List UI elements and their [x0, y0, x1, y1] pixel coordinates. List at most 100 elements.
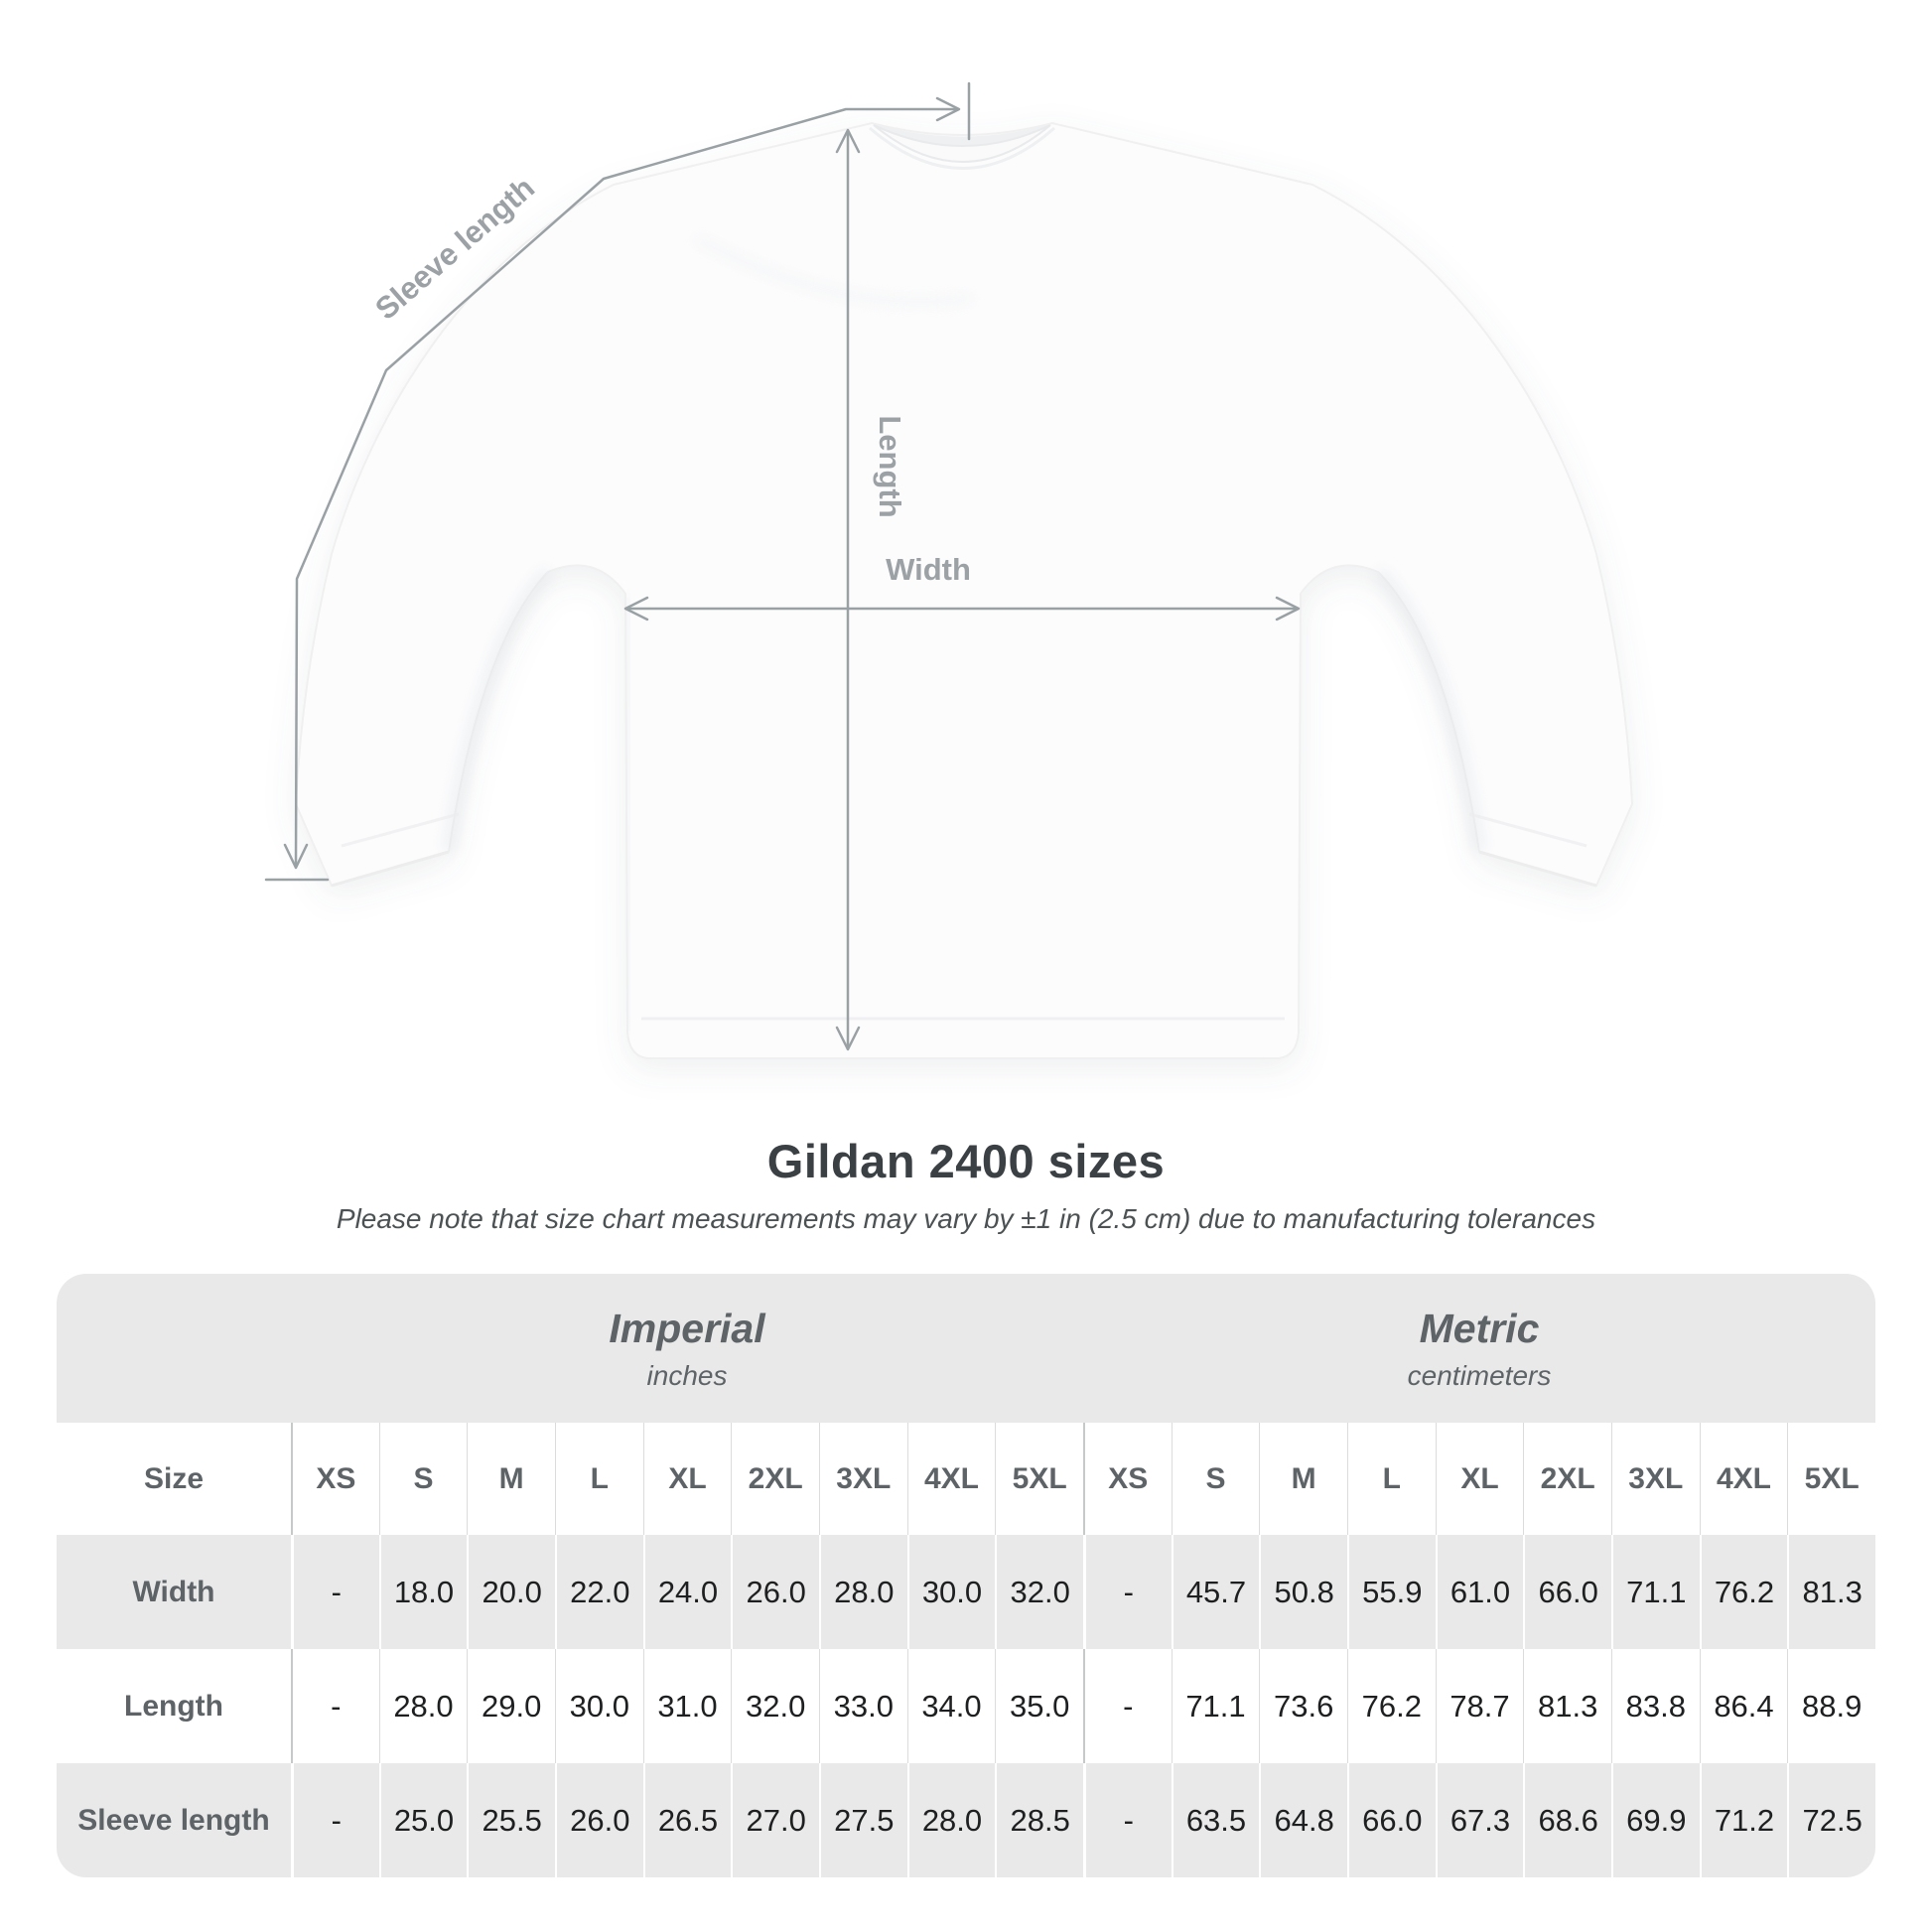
value-imperial-l: 30.0: [554, 1649, 643, 1763]
size-header-metric-m: M: [1259, 1423, 1347, 1535]
value-imperial-5xl: 28.5: [995, 1763, 1083, 1877]
size-header-metric-s: S: [1171, 1423, 1260, 1535]
value-imperial-2xl: 32.0: [731, 1649, 819, 1763]
row-label: Width: [132, 1575, 215, 1608]
size-table: Imperial inches Metric centimeters Size X…: [57, 1274, 1875, 1877]
value-metric-2xl: 68.6: [1523, 1763, 1611, 1877]
size-header-imperial-3xl: 3XL: [818, 1423, 907, 1535]
value-metric-m: 50.8: [1259, 1535, 1347, 1649]
value-metric-4xl: 86.4: [1699, 1649, 1788, 1763]
size-header-imperial-l: L: [554, 1423, 643, 1535]
size-header-metric-3xl: 3XL: [1610, 1423, 1700, 1535]
measurement-lines: [264, 81, 1301, 1051]
value-metric-m: 64.8: [1259, 1763, 1347, 1877]
value-imperial-s: 25.0: [378, 1763, 468, 1877]
value-metric-xs: -: [1082, 1763, 1172, 1877]
size-header-metric-xl: XL: [1435, 1423, 1524, 1535]
sleeve-length-arrow: [264, 81, 971, 882]
value-imperial-4xl: 34.0: [906, 1649, 996, 1763]
size-header-imperial-5xl: 5XL: [995, 1423, 1083, 1535]
size-header-metric-l: L: [1346, 1423, 1436, 1535]
value-metric-5xl: 72.5: [1787, 1763, 1875, 1877]
value-metric-2xl: 81.3: [1523, 1649, 1611, 1763]
units-header-band: Imperial inches Metric centimeters: [57, 1274, 1875, 1423]
value-metric-5xl: 88.9: [1787, 1649, 1875, 1763]
page-subtitle: Please note that size chart measurements…: [336, 1203, 1596, 1234]
size-header-row: Size XS S M L XL 2XL 3XL 4XL 5XL XS S M L XL 2XL 3XL 4XL 5…: [57, 1423, 1875, 1535]
imperial-unit-label: inches: [646, 1359, 728, 1391]
size-header-metric-xs: XS: [1082, 1423, 1172, 1535]
value-metric-l: 55.9: [1346, 1535, 1436, 1649]
size-header-metric-2xl: 2XL: [1523, 1423, 1611, 1535]
value-imperial-xs: -: [291, 1649, 379, 1763]
value-metric-l: 76.2: [1346, 1649, 1436, 1763]
value-imperial-2xl: 27.0: [731, 1763, 819, 1877]
value-metric-2xl: 66.0: [1523, 1535, 1611, 1649]
value-metric-5xl: 81.3: [1787, 1535, 1875, 1649]
value-metric-s: 71.1: [1171, 1649, 1260, 1763]
value-metric-xl: 67.3: [1435, 1763, 1524, 1877]
value-imperial-s: 18.0: [378, 1535, 468, 1649]
value-imperial-l: 26.0: [554, 1763, 643, 1877]
value-imperial-5xl: 35.0: [995, 1649, 1083, 1763]
value-imperial-m: 20.0: [467, 1535, 555, 1649]
value-imperial-5xl: 32.0: [995, 1535, 1083, 1649]
imperial-label: Imperial: [609, 1305, 765, 1351]
table-row-width: Width -18.0 20.0 22.0 24.0 26.0 28.0 30.0 32.0-4…: [57, 1535, 1875, 1649]
value-metric-4xl: 71.2: [1699, 1763, 1788, 1877]
value-imperial-s: 28.0: [378, 1649, 468, 1763]
imperial-group-header: Imperial inches: [291, 1274, 1083, 1423]
value-imperial-m: 29.0: [467, 1649, 555, 1763]
value-metric-m: 73.6: [1259, 1649, 1347, 1763]
size-header-imperial-m: M: [467, 1423, 555, 1535]
shirt-measurement-diagram: Sleeve length Length Width: [264, 81, 1634, 1059]
value-imperial-3xl: 27.5: [818, 1763, 907, 1877]
size-header-metric-5xl: 5XL: [1787, 1423, 1875, 1535]
table-row-length: Length -28.0 29.0 30.0 31.0 32.0 33.0 34.0 35.0-…: [57, 1649, 1875, 1763]
width-arrow: [623, 596, 1301, 621]
value-imperial-xs: -: [291, 1535, 379, 1649]
size-header-metric-4xl: 4XL: [1699, 1423, 1788, 1535]
value-metric-4xl: 76.2: [1699, 1535, 1788, 1649]
value-imperial-2xl: 26.0: [731, 1535, 819, 1649]
value-metric-xs: -: [1082, 1535, 1172, 1649]
value-imperial-3xl: 28.0: [818, 1535, 907, 1649]
row-label: Sleeve length: [77, 1803, 270, 1837]
value-imperial-xl: 24.0: [642, 1535, 732, 1649]
value-metric-xl: 78.7: [1435, 1649, 1524, 1763]
value-metric-s: 45.7: [1171, 1535, 1260, 1649]
value-imperial-xl: 31.0: [642, 1649, 732, 1763]
size-header-imperial-xl: XL: [642, 1423, 732, 1535]
collar: [869, 124, 1055, 170]
value-metric-3xl: 69.9: [1610, 1763, 1700, 1877]
row-label: Length: [124, 1689, 223, 1723]
value-imperial-xs: -: [291, 1763, 379, 1877]
size-header-imperial-xs: XS: [291, 1423, 379, 1535]
length-arrow: [835, 128, 861, 1051]
units-header-spacer: [57, 1274, 291, 1423]
length-label: Length: [873, 415, 907, 517]
width-label: Width: [886, 552, 971, 587]
metric-group-header: Metric centimeters: [1083, 1274, 1875, 1423]
value-metric-xl: 61.0: [1435, 1535, 1524, 1649]
value-imperial-m: 25.5: [467, 1763, 555, 1877]
value-metric-l: 66.0: [1346, 1763, 1436, 1877]
size-column-header: Size: [143, 1461, 205, 1495]
size-header-imperial-4xl: 4XL: [906, 1423, 996, 1535]
size-header-imperial-s: S: [378, 1423, 468, 1535]
value-imperial-xl: 26.5: [642, 1763, 732, 1877]
value-imperial-4xl: 28.0: [906, 1763, 996, 1877]
value-metric-3xl: 71.1: [1610, 1535, 1700, 1649]
table-row-sleeve-length: Sleeve length -25.0 25.5 26.0 26.5 27.0 27.5 28…: [57, 1763, 1875, 1877]
value-imperial-l: 22.0: [554, 1535, 643, 1649]
shirt-illustration: [294, 121, 1634, 1059]
value-imperial-4xl: 30.0: [906, 1535, 996, 1649]
metric-label: Metric: [1419, 1305, 1540, 1351]
value-metric-3xl: 83.8: [1610, 1649, 1700, 1763]
value-imperial-3xl: 33.0: [818, 1649, 907, 1763]
metric-unit-label: centimeters: [1407, 1359, 1552, 1391]
page-title: Gildan 2400 sizes: [766, 1135, 1166, 1187]
cuff-detail: [331, 812, 1597, 888]
value-metric-s: 63.5: [1171, 1763, 1260, 1877]
